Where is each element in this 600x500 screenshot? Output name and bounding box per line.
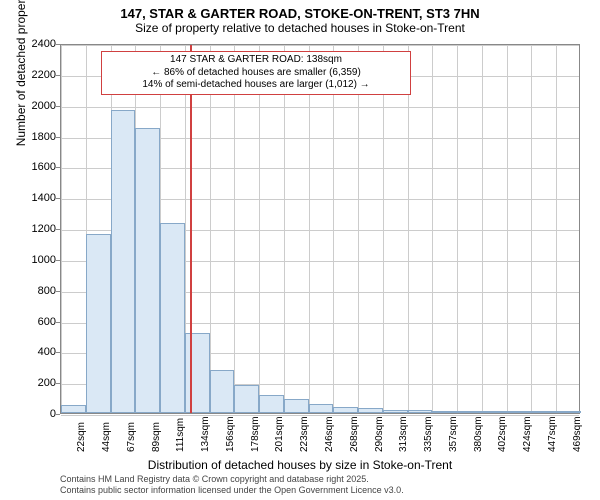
histogram-bar: [358, 408, 383, 413]
grid-line-v: [333, 45, 334, 413]
grid-line-v: [556, 45, 557, 413]
grid-line-h: [61, 45, 579, 46]
annotation-line-3: 14% of semi-detached houses are larger (…: [108, 79, 404, 92]
histogram-bar: [507, 411, 532, 413]
x-tick-label: 156sqm: [225, 416, 236, 452]
grid-line-h: [61, 107, 579, 108]
histogram-bar: [234, 385, 259, 413]
histogram-bar: [333, 407, 358, 413]
x-tick-label: 380sqm: [473, 416, 484, 452]
y-tick-mark: [56, 414, 60, 415]
x-tick-label: 402sqm: [497, 416, 508, 452]
plot-area: 147 STAR & GARTER ROAD: 138sqm ← 86% of …: [60, 44, 580, 414]
x-tick-label: 357sqm: [448, 416, 459, 452]
histogram-bar: [309, 404, 334, 413]
grid-line-v: [457, 45, 458, 413]
y-tick-label: 800: [16, 285, 56, 297]
y-tick-label: 1400: [16, 192, 56, 204]
y-tick-label: 2000: [16, 100, 56, 112]
annotation-box: 147 STAR & GARTER ROAD: 138sqm ← 86% of …: [101, 51, 411, 95]
x-tick-label: 67sqm: [126, 422, 137, 452]
y-tick-label: 600: [16, 316, 56, 328]
x-tick-label: 313sqm: [398, 416, 409, 452]
x-tick-label: 178sqm: [250, 416, 261, 452]
x-tick-label: 290sqm: [374, 416, 385, 452]
y-tick-label: 0: [16, 408, 56, 420]
x-tick-label: 469sqm: [572, 416, 583, 452]
x-tick-label: 246sqm: [324, 416, 335, 452]
x-tick-label: 44sqm: [101, 422, 112, 452]
y-tick-label: 400: [16, 346, 56, 358]
grid-line-v: [507, 45, 508, 413]
grid-line-v: [210, 45, 211, 413]
histogram-bar: [556, 411, 581, 413]
y-tick-label: 1200: [16, 223, 56, 235]
x-tick-label: 335sqm: [423, 416, 434, 452]
chart-title: 147, STAR & GARTER ROAD, STOKE-ON-TRENT,…: [0, 0, 600, 21]
chart-subtitle: Size of property relative to detached ho…: [0, 21, 600, 39]
histogram-bar: [185, 333, 210, 413]
x-tick-label: 201sqm: [274, 416, 285, 452]
histogram-bar: [86, 234, 111, 413]
x-tick-label: 447sqm: [547, 416, 558, 452]
y-tick-label: 2200: [16, 69, 56, 81]
x-axis-label: Distribution of detached houses by size …: [0, 458, 600, 472]
x-tick-label: 223sqm: [299, 416, 310, 452]
grid-line-v: [358, 45, 359, 413]
grid-line-v: [432, 45, 433, 413]
annotation-line-2: ← 86% of detached houses are smaller (6,…: [108, 67, 404, 80]
histogram-bar: [531, 411, 556, 413]
histogram-bar: [457, 411, 482, 413]
footer: Contains HM Land Registry data © Crown c…: [0, 472, 600, 500]
y-tick-label: 1800: [16, 131, 56, 143]
footer-line-2: Contains public sector information licen…: [60, 485, 594, 496]
grid-line-v: [284, 45, 285, 413]
grid-line-v: [482, 45, 483, 413]
x-tick-label: 89sqm: [151, 422, 162, 452]
x-tick-label: 268sqm: [349, 416, 360, 452]
y-tick-label: 200: [16, 377, 56, 389]
histogram-bar: [432, 411, 457, 413]
histogram-bar: [210, 370, 235, 413]
histogram-bar: [111, 110, 136, 413]
y-tick-label: 1000: [16, 254, 56, 266]
histogram-bar: [383, 410, 408, 413]
histogram-bar: [135, 128, 160, 413]
x-tick-label: 134sqm: [200, 416, 211, 452]
x-tick-label: 424sqm: [522, 416, 533, 452]
property-marker-line: [190, 45, 192, 413]
histogram-bar: [61, 405, 86, 413]
grid-line-v: [383, 45, 384, 413]
grid-line-v: [309, 45, 310, 413]
histogram-bar: [482, 411, 507, 413]
grid-line-v: [531, 45, 532, 413]
annotation-line-1: 147 STAR & GARTER ROAD: 138sqm: [108, 54, 404, 67]
histogram-bar: [160, 223, 185, 413]
histogram-bar: [259, 395, 284, 414]
y-tick-label: 2400: [16, 38, 56, 50]
grid-line-v: [408, 45, 409, 413]
footer-line-1: Contains HM Land Registry data © Crown c…: [60, 474, 594, 485]
grid-line-v: [61, 45, 62, 413]
grid-line-v: [259, 45, 260, 413]
grid-line-v: [234, 45, 235, 413]
x-tick-label: 22sqm: [76, 422, 87, 452]
y-tick-label: 1600: [16, 161, 56, 173]
histogram-bar: [284, 399, 309, 413]
chart-container: 147, STAR & GARTER ROAD, STOKE-ON-TRENT,…: [0, 0, 600, 500]
histogram-bar: [408, 410, 433, 413]
x-tick-label: 111sqm: [175, 418, 186, 452]
